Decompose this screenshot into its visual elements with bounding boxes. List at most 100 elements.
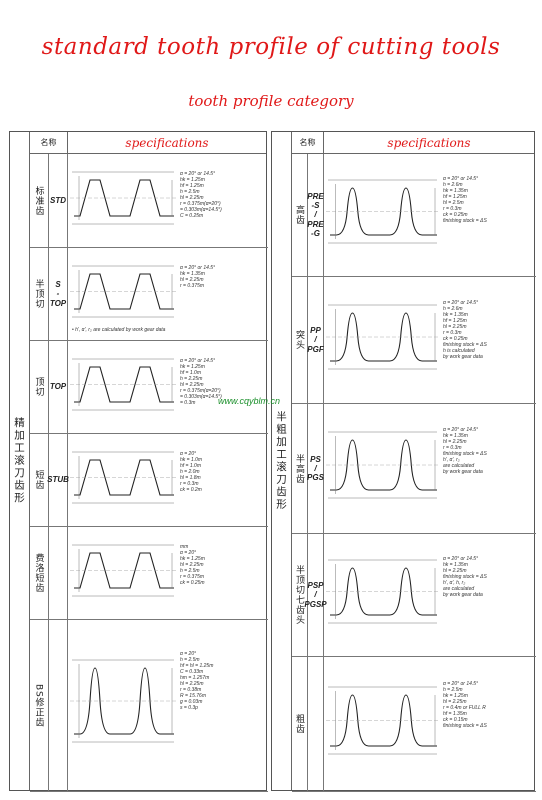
param-line: hk = 1.35m bbox=[180, 271, 205, 277]
row-note: • h', α', r₂ are calculated by work gear… bbox=[72, 327, 166, 333]
param-line: α = 20° or 14.5° bbox=[180, 265, 216, 271]
param-line: finishing stock = ΔS bbox=[443, 451, 487, 457]
param-line: hl = 2.25m bbox=[443, 699, 467, 705]
row-params: α = 20° or 14.5° hk = 1.35m hl = 2.25m r = … bbox=[443, 427, 487, 475]
param-line: hl = 2.5m bbox=[443, 200, 464, 206]
row-params: α = 20° hk = 1.0m hf = 1.0m h = 2.0m hl = 1.… bbox=[180, 451, 202, 493]
row-code-part: PGSP bbox=[304, 599, 327, 609]
tooth-profile-diagram bbox=[70, 171, 176, 225]
row-code: TOP bbox=[49, 341, 68, 433]
param-line: hl = 2.25m bbox=[443, 439, 467, 445]
spec-row: 短齿 STUB α = 20° hk = 1.0m hf = 1.0m h = 2.0m h… bbox=[30, 434, 268, 527]
row-code-part: PGF bbox=[307, 344, 324, 354]
param-line: h = 2.5m bbox=[180, 189, 200, 195]
param-line: are calculated bbox=[443, 463, 475, 469]
row-spec: α = 20° or 14.5° hk = 1.35m hl = 2.25m fini… bbox=[324, 534, 536, 656]
param-line: h = 2.5m bbox=[180, 568, 200, 574]
row-code-part: TOP bbox=[49, 298, 67, 308]
param-line: finishing stock = ΔS bbox=[443, 574, 487, 580]
spec-row: 半顶切七齿头 PSP / PGSP α = 20° or 14.5° hk = 1.35m… bbox=[292, 534, 536, 657]
tooth-profile-diagram bbox=[326, 559, 439, 624]
row-params: α = 20° or 14.5° hk = 1.35m hl = 2.25m r = … bbox=[180, 265, 215, 289]
row-params: α = 20° or 14.5° hk = 1.25m hf = 1.25m h = … bbox=[180, 171, 222, 219]
row-name: 半顶切 bbox=[30, 248, 49, 340]
left-panel: 精加工滚刀齿形 名称 specifications 标准齿 STD α = 20° … bbox=[9, 131, 268, 792]
param-line: h = 2.5m bbox=[180, 657, 200, 663]
spec-row: 标准齿 STD α = 20° or 14.5° hk = 1.25m hf = 1.2… bbox=[30, 154, 268, 248]
param-line: hl = 2.25m bbox=[443, 324, 467, 330]
param-line: hk = 1.35m bbox=[443, 433, 468, 439]
param-line: by work gear data bbox=[443, 592, 483, 598]
row-params: α = 20° h = 2.5m hf = hl = 1.25m C = 0.33m h… bbox=[180, 651, 213, 711]
row-code-part: -G bbox=[311, 228, 320, 238]
param-line: h', α', h, r₂ bbox=[443, 580, 466, 586]
row-code: STUB bbox=[47, 434, 69, 526]
param-line: ck = 0.25m bbox=[443, 212, 468, 218]
row-code-part: PRE bbox=[307, 219, 324, 229]
row-name: 顶切 bbox=[30, 341, 49, 433]
param-line: α = 20° or 14.5° bbox=[180, 171, 216, 177]
row-spec: α = 20° or 14.5° h = 2.5m hk = 1.25m hl = 2… bbox=[324, 657, 536, 791]
param-line: hk = 1.25m bbox=[443, 693, 468, 699]
right-header-name: 名称 bbox=[292, 132, 324, 154]
param-line: r = 0.3m bbox=[180, 481, 199, 487]
param-line: h = 2.6m bbox=[443, 182, 463, 188]
param-line: hl = 1.8m bbox=[180, 475, 201, 481]
row-code: PSP / PGSP bbox=[304, 534, 327, 656]
param-line: finishing stock = ΔS bbox=[443, 723, 487, 729]
spec-row: BS修正齿 α = 20° h = 2.5m hf = hl = 1.25m C = 0… bbox=[30, 620, 268, 792]
tooth-profile-diagram bbox=[70, 451, 176, 504]
row-code-part: TOP bbox=[49, 382, 67, 392]
row-code-part: / bbox=[314, 210, 317, 220]
param-line: hl = 2.25m bbox=[180, 382, 204, 388]
row-code-part: PS bbox=[310, 454, 321, 464]
param-line: h is calculated bbox=[443, 348, 475, 354]
row-code-part: / bbox=[314, 590, 317, 600]
param-line: hl = 2.25m bbox=[180, 681, 204, 687]
param-line: α = 20° or 14.5° bbox=[443, 681, 479, 687]
param-line: hk = 1.35m bbox=[443, 562, 468, 568]
param-line: ck = 0.25m bbox=[443, 336, 468, 342]
row-spec: mm α = 20° hk = 1.25m hl = 2.25m h = 2.5m r =… bbox=[68, 527, 268, 619]
param-line: r = 0.375m bbox=[180, 283, 205, 289]
row-name: 高齿 bbox=[292, 154, 308, 276]
page-subtitle: tooth profile category bbox=[188, 92, 354, 110]
tooth-profile-diagram bbox=[70, 659, 176, 743]
spec-row: 高齿 PRE -S / PRE -G α = 20° or 14.5° h = 2.6m hk … bbox=[292, 154, 536, 277]
row-code-part: - bbox=[56, 289, 60, 299]
param-line: h = 2.25m bbox=[180, 376, 203, 382]
row-code-part: PGS bbox=[307, 473, 324, 483]
param-line: hk = 1.25m bbox=[180, 364, 205, 370]
row-code bbox=[308, 657, 324, 791]
spec-row: 顶切 TOP α = 20° or 14.5° hk = 1.25m hf = 1.0m… bbox=[30, 341, 268, 434]
param-line: g = 0.03m bbox=[180, 699, 203, 705]
row-name: 标准齿 bbox=[30, 154, 49, 247]
tooth-profile-line bbox=[330, 567, 437, 616]
param-line: r = 0.375m(α=20°) bbox=[180, 201, 221, 207]
tooth-profile-diagram bbox=[70, 544, 176, 597]
right-header-spec: specifications bbox=[324, 132, 534, 154]
tooth-profile-line bbox=[330, 439, 437, 491]
param-line: hl = 2.25m bbox=[180, 277, 204, 283]
param-line: C = 0.33m bbox=[180, 669, 204, 675]
row-code-part: / bbox=[314, 335, 317, 345]
row-params: α = 20° or 14.5° hk = 1.25m hf = 1.0m h = 2… bbox=[180, 358, 222, 406]
row-code-part: PRE bbox=[307, 192, 324, 202]
param-line: R = 15.76m bbox=[180, 693, 206, 699]
row-code-part: / bbox=[314, 463, 317, 473]
row-spec: α = 20° or 14.5° hk = 1.25m hf = 1.25m h = … bbox=[68, 154, 268, 247]
row-code bbox=[49, 620, 68, 791]
row-code: S - TOP bbox=[49, 248, 68, 340]
param-line: finishing stock = ΔS bbox=[443, 218, 487, 224]
row-code: PP / PGF bbox=[307, 277, 324, 403]
spec-row: 半顶切 S - TOP α = 20° or 14.5° hk = 1.35m hl = 2… bbox=[30, 248, 268, 341]
param-line: ck = 0.15m bbox=[443, 717, 468, 723]
param-line: hf = 1.0m bbox=[180, 370, 201, 376]
spec-row: 半高齿 PS / PGS α = 20° or 14.5° hk = 1.35m hl = … bbox=[292, 404, 536, 534]
row-code bbox=[49, 527, 68, 619]
param-line: r = 0.4m or FULL R bbox=[443, 705, 486, 711]
spec-row: 费洛短齿 mm α = 20° hk = 1.25m hl = 2.25m h = 2.5… bbox=[30, 527, 268, 620]
param-line: = 0.3m bbox=[180, 400, 196, 406]
tooth-profile-diagram bbox=[326, 431, 439, 499]
param-line: by work gear data bbox=[443, 469, 483, 475]
